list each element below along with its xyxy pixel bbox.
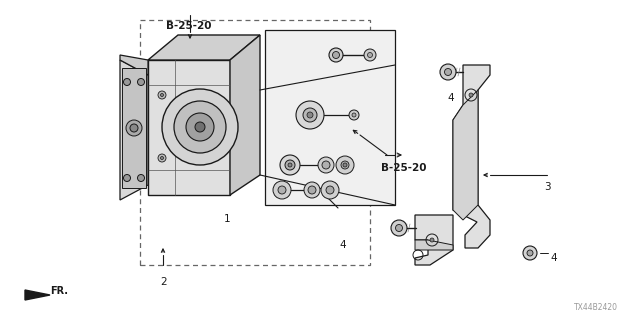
- Circle shape: [186, 113, 214, 141]
- Circle shape: [336, 156, 354, 174]
- Text: 1: 1: [224, 214, 230, 224]
- Circle shape: [273, 181, 291, 199]
- Circle shape: [158, 91, 166, 99]
- Polygon shape: [453, 90, 478, 220]
- Circle shape: [130, 124, 138, 132]
- Circle shape: [391, 220, 407, 236]
- Circle shape: [396, 225, 403, 231]
- Circle shape: [523, 246, 537, 260]
- Text: 4: 4: [550, 252, 557, 263]
- Circle shape: [352, 113, 356, 117]
- Bar: [122, 68, 146, 188]
- Circle shape: [161, 156, 163, 159]
- Circle shape: [124, 78, 131, 85]
- Circle shape: [321, 181, 339, 199]
- Circle shape: [527, 250, 533, 256]
- Circle shape: [304, 182, 320, 198]
- Text: 4: 4: [339, 240, 346, 250]
- Circle shape: [195, 122, 205, 132]
- Circle shape: [303, 108, 317, 122]
- Circle shape: [285, 160, 295, 170]
- Circle shape: [278, 186, 286, 194]
- Text: TX44B2420: TX44B2420: [573, 303, 618, 312]
- Circle shape: [333, 52, 339, 59]
- Text: 2: 2: [160, 276, 166, 287]
- Polygon shape: [148, 35, 260, 60]
- Circle shape: [280, 155, 300, 175]
- Polygon shape: [230, 35, 260, 195]
- Circle shape: [469, 93, 473, 97]
- Circle shape: [322, 161, 330, 169]
- Bar: [265, 30, 395, 205]
- Circle shape: [138, 174, 145, 181]
- Circle shape: [430, 238, 434, 242]
- Circle shape: [124, 174, 131, 181]
- Circle shape: [445, 68, 451, 76]
- Circle shape: [329, 48, 343, 62]
- Circle shape: [308, 186, 316, 194]
- Circle shape: [174, 101, 226, 153]
- Text: 4: 4: [448, 92, 454, 103]
- Circle shape: [326, 186, 334, 194]
- Circle shape: [318, 157, 334, 173]
- Polygon shape: [453, 65, 490, 248]
- Circle shape: [126, 120, 142, 136]
- Circle shape: [296, 101, 324, 129]
- Circle shape: [161, 93, 163, 97]
- Circle shape: [158, 154, 166, 162]
- Circle shape: [440, 64, 456, 80]
- Circle shape: [162, 89, 238, 165]
- Circle shape: [307, 112, 313, 118]
- Circle shape: [341, 161, 349, 169]
- Text: 3: 3: [544, 182, 550, 192]
- Circle shape: [343, 163, 347, 167]
- Circle shape: [288, 163, 292, 167]
- Circle shape: [364, 49, 376, 61]
- Text: B-25-20: B-25-20: [381, 163, 426, 173]
- Polygon shape: [415, 215, 453, 265]
- Polygon shape: [25, 290, 50, 300]
- Circle shape: [138, 78, 145, 85]
- Bar: [140, 20, 370, 265]
- Text: FR.: FR.: [50, 286, 68, 296]
- Text: B-25-20: B-25-20: [166, 20, 212, 31]
- Circle shape: [349, 110, 359, 120]
- Polygon shape: [120, 60, 148, 200]
- Polygon shape: [148, 60, 230, 195]
- Polygon shape: [120, 55, 148, 75]
- Polygon shape: [415, 240, 453, 250]
- Circle shape: [367, 52, 372, 58]
